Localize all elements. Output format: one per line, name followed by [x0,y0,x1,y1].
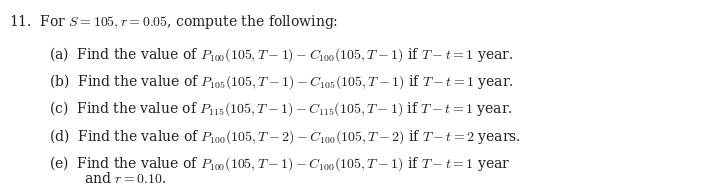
Text: and $r = 0.10$.: and $r = 0.10$. [49,171,167,184]
Text: (b)  Find the value of $P_{105}(105, T - 1) - C_{105}(105, T - 1)$ if $T - t = 1: (b) Find the value of $P_{105}(105, T - … [49,72,514,91]
Text: 11.  For $S = 105, r = 0.05$, compute the following:: 11. For $S = 105, r = 0.05$, compute the… [9,13,338,31]
Text: (a)  Find the value of $P_{100}(105, T - 1) - C_{100}(105, T - 1)$ if $T - t = 1: (a) Find the value of $P_{100}(105, T - … [49,45,513,64]
Text: (e)  Find the value of $P_{100}(105, T - 1) - C_{100}(105, T - 1)$ if $T - t = 1: (e) Find the value of $P_{100}(105, T - … [49,154,510,173]
Text: (d)  Find the value of $P_{100}(105, T - 2) - C_{100}(105, T - 2)$ if $T - t = 2: (d) Find the value of $P_{100}(105, T - … [49,127,521,146]
Text: (c)  Find the value of $P_{115}(105, T - 1) - C_{115}(105, T - 1)$ if $T - t = 1: (c) Find the value of $P_{115}(105, T - … [49,100,513,118]
